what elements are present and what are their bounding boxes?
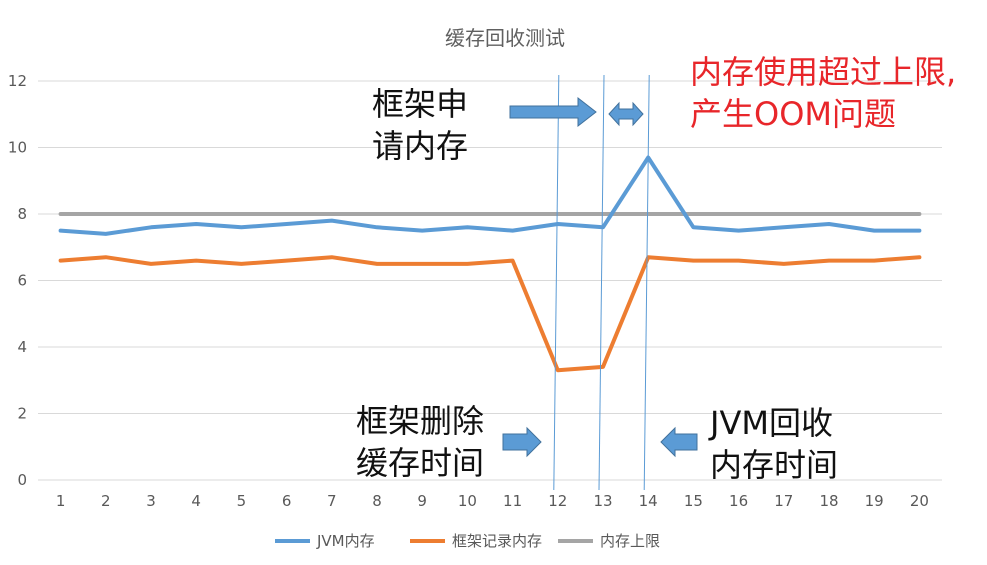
x-axis-ticks: 1 2 3 4 5 6 7 8 9 10 11 12 13 14 15 16 17 18 19 20 [56, 492, 929, 510]
y-tick-label: 8 [17, 205, 27, 223]
y-tick-label: 12 [8, 72, 27, 90]
series-line [58, 255, 922, 373]
annotation-reclaim: JVM回收 内存时间 [708, 404, 838, 484]
guide-lines [553, 74, 650, 491]
series-lines [58, 155, 922, 373]
annotation-apply-line1: 框架申 [372, 85, 468, 123]
chart-title: 缓存回收测试 [445, 26, 565, 50]
x-tick-label: 15 [684, 492, 703, 510]
legend-label: 框架记录内存 [452, 532, 542, 550]
x-tick-label: 7 [327, 492, 337, 510]
y-tick-label: 4 [17, 338, 27, 356]
delete-arrow [502, 426, 542, 458]
x-tick-label: 1 [56, 492, 66, 510]
arrows [502, 96, 698, 458]
y-tick-label: 10 [8, 139, 27, 157]
x-tick-label: 13 [593, 492, 612, 510]
legend-label: 内存上限 [600, 532, 660, 550]
x-tick-label: 10 [458, 492, 477, 510]
x-tick-label: 6 [282, 492, 292, 510]
x-tick-label: 12 [548, 492, 567, 510]
reclaim-arrow [660, 426, 698, 458]
annotation-oom: 内存使用超过上限, 产生OOM问题 [690, 53, 956, 133]
x-tick-label: 9 [417, 492, 427, 510]
y-tick-label: 6 [17, 272, 27, 290]
series-line [58, 155, 922, 236]
apply-arrow [509, 96, 597, 128]
x-tick-label: 11 [503, 492, 522, 510]
annotation-apply: 框架申 请内存 [372, 85, 468, 165]
x-tick-label: 17 [774, 492, 793, 510]
oom-double-arrow [608, 101, 644, 127]
x-tick-label: 19 [865, 492, 884, 510]
x-tick-label: 5 [237, 492, 247, 510]
x-tick-label: 8 [372, 492, 382, 510]
annotation-delete: 框架删除 缓存时间 [356, 402, 484, 482]
legend-label: JVM内存 [316, 532, 375, 550]
legend: JVM内存 框架记录内存 内存上限 [275, 532, 660, 550]
x-tick-label: 18 [819, 492, 838, 510]
x-tick-label: 2 [101, 492, 111, 510]
guide-line [553, 74, 560, 491]
annotation-oom-line1: 内存使用超过上限, [690, 53, 956, 91]
x-tick-label: 16 [729, 492, 748, 510]
y-tick-label: 2 [17, 405, 27, 423]
annotation-reclaim-line2: 内存时间 [710, 446, 838, 484]
guide-line [598, 74, 605, 491]
annotation-delete-line1: 框架删除 [356, 402, 484, 440]
x-tick-label: 14 [639, 492, 658, 510]
annotation-delete-line2: 缓存时间 [356, 444, 484, 482]
annotation-apply-line2: 请内存 [372, 127, 468, 165]
annotation-reclaim-line1: JVM回收 [708, 404, 833, 442]
x-tick-label: 4 [191, 492, 201, 510]
y-axis-ticks: 0 2 4 6 8 10 12 [8, 72, 27, 489]
annotation-oom-line2: 产生OOM问题 [690, 95, 896, 133]
x-tick-label: 3 [146, 492, 156, 510]
y-tick-label: 0 [17, 471, 27, 489]
guide-line [643, 74, 650, 491]
x-tick-label: 20 [910, 492, 929, 510]
